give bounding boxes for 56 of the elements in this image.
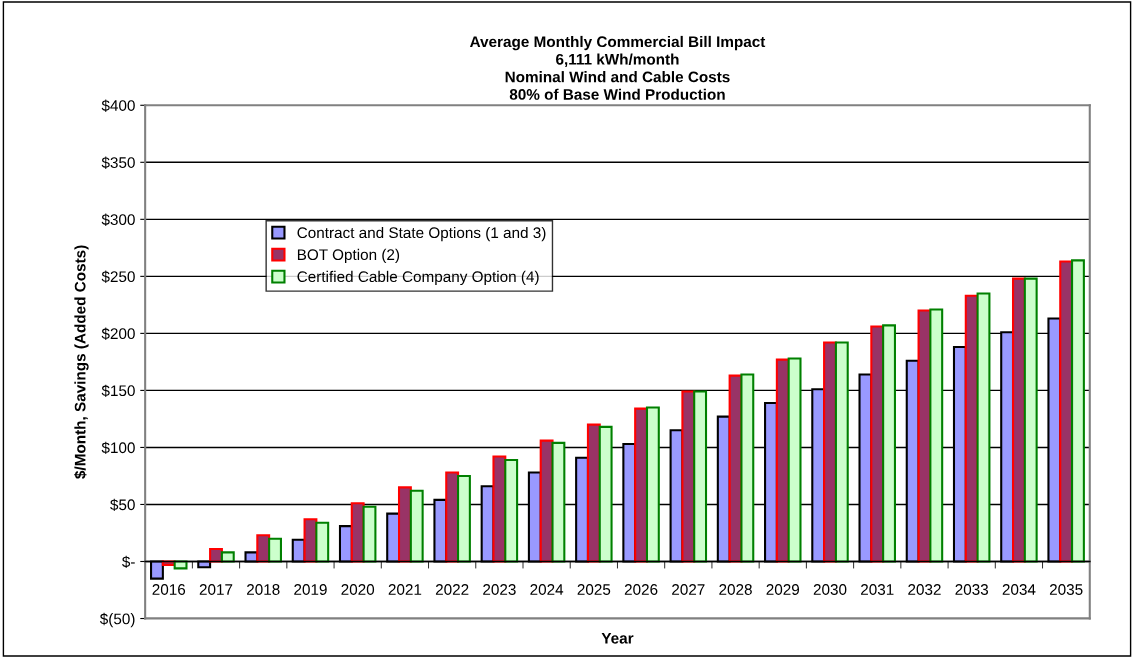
bar	[598, 425, 613, 563]
bar	[504, 458, 519, 563]
x-tick-label: 2032	[908, 584, 941, 595]
legend-label: BOT Option (2)	[297, 248, 400, 264]
bar	[173, 560, 188, 570]
y-tick-label: $-	[122, 555, 135, 569]
bar	[1023, 277, 1038, 563]
bar	[315, 521, 330, 563]
x-tick-label: 2020	[341, 584, 375, 595]
bar	[693, 390, 708, 563]
bar	[409, 489, 424, 563]
x-tick-label: 2023	[483, 584, 516, 595]
bar	[645, 406, 660, 563]
x-tick-label: 2024	[530, 584, 564, 595]
x-tick-label: 2022	[435, 584, 469, 595]
legend-label: Certified Cable Company Option (4)	[297, 270, 539, 286]
x-tick-label: 2018	[247, 584, 280, 595]
y-axis-title: $/Month, Savings (Added Costs)	[74, 245, 89, 479]
y-tick-label: $100	[101, 441, 135, 455]
bar	[268, 537, 282, 563]
x-tick-label: 2026	[624, 584, 658, 595]
x-tick-label: 2031	[861, 584, 894, 595]
x-tick-label: 2019	[294, 584, 327, 595]
x-tick-label: 2034	[1002, 584, 1036, 595]
bar	[976, 292, 991, 563]
bar	[551, 441, 566, 563]
x-tick-label: 2028	[719, 584, 752, 595]
y-tick-label: $400	[101, 99, 135, 112]
y-tick-label: $250	[101, 270, 135, 283]
legend-label: Contract and State Options (1 and 3)	[297, 226, 546, 242]
bar	[882, 324, 896, 563]
y-tick-label: $50	[110, 498, 135, 512]
x-tick-label: 2033	[955, 584, 989, 595]
x-tick-label: 2035	[1049, 584, 1083, 595]
x-tick-label: 2030	[813, 584, 847, 595]
bar	[1071, 259, 1085, 563]
x-tick-label: 2021	[388, 584, 422, 595]
chart-title: Average Monthly Commercial Bill Impact 6,111 kWh/month Nominal Wind and Cable Costs 80% of Base Wind Production	[469, 35, 766, 100]
bar	[929, 308, 944, 563]
x-tick-label: 2016	[152, 584, 186, 595]
x-axis-title: Year	[601, 632, 634, 644]
x-tick-label: 2029	[766, 584, 800, 595]
bar	[834, 341, 849, 563]
bar	[220, 551, 235, 563]
x-tick-label: 2027	[672, 584, 705, 595]
y-tick-label: $150	[101, 384, 135, 398]
y-tick-label: $(50)	[99, 612, 135, 628]
x-tick-label: 2017	[199, 584, 233, 595]
x-tick-label: 2025	[577, 584, 611, 595]
bar	[457, 474, 471, 563]
y-tick-label: $300	[101, 213, 135, 226]
y-tick-label: $350	[101, 156, 135, 169]
bar	[787, 357, 802, 563]
bar	[362, 505, 377, 563]
bar	[740, 373, 755, 563]
y-tick-label: $200	[101, 327, 135, 340]
